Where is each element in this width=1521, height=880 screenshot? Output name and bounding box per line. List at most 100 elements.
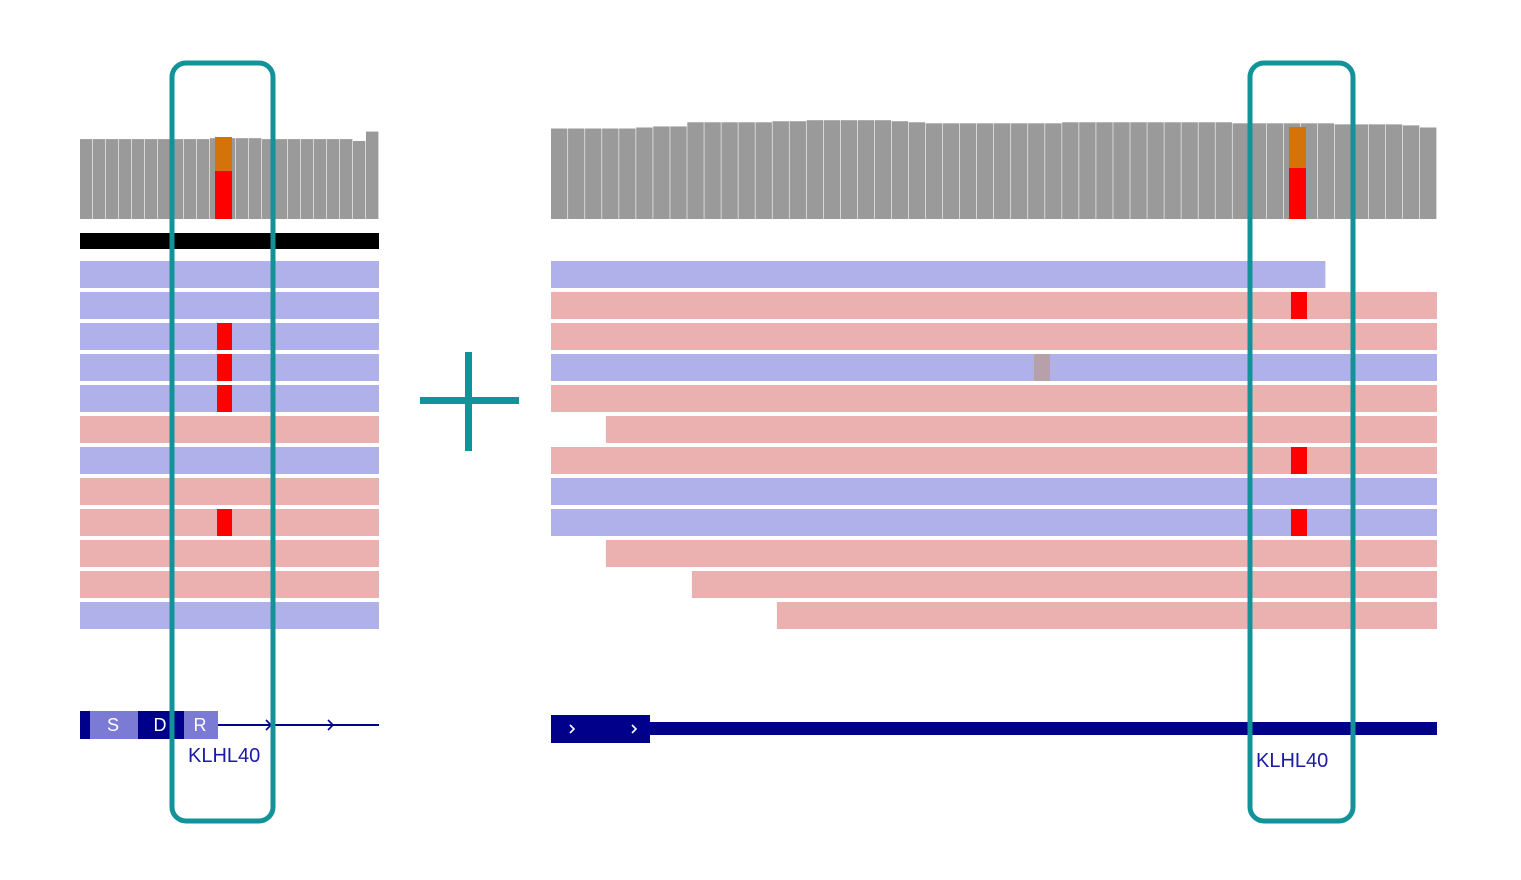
coverage-bar	[857, 120, 875, 219]
coverage-bar	[119, 139, 132, 219]
read	[80, 478, 379, 505]
coverage-bar	[132, 139, 145, 219]
read	[80, 571, 379, 598]
read	[551, 478, 1437, 505]
plus-icon	[420, 352, 519, 451]
left-gene-track: S D R KLHL40	[80, 711, 379, 767]
coverage-bar	[806, 120, 824, 219]
coverage-bar	[942, 123, 960, 219]
coverage-bar	[197, 139, 210, 219]
read	[80, 447, 379, 474]
coverage-bar	[653, 126, 670, 219]
read-mismatch	[1291, 447, 1307, 474]
right-coverage-variant	[1289, 127, 1306, 219]
coverage-bar	[721, 122, 738, 219]
coverage-bar	[1181, 122, 1198, 219]
coverage-bar	[1249, 123, 1267, 219]
coverage-bar	[314, 139, 327, 219]
exon-label: D	[154, 715, 167, 735]
read	[551, 447, 1437, 474]
coverage-bar	[1351, 124, 1369, 219]
coverage-bar	[551, 128, 568, 219]
coverage-bar	[1028, 123, 1045, 219]
coverage-bar	[1317, 123, 1335, 219]
coverage-bar	[1113, 122, 1130, 219]
coverage-bar	[1198, 122, 1215, 219]
right-highlight-box	[1247, 60, 1356, 824]
coverage-bar	[959, 123, 977, 219]
coverage-bar	[687, 122, 704, 219]
left-coverage-variant	[215, 137, 232, 219]
coverage-bar	[619, 128, 636, 219]
coverage-alt-allele	[215, 137, 232, 171]
coverage-bar	[1215, 122, 1232, 219]
coverage-bar	[874, 120, 892, 219]
read	[80, 602, 379, 629]
read-mismatch	[217, 509, 232, 536]
read	[80, 292, 379, 319]
strand-arrow	[569, 724, 576, 734]
read	[80, 540, 379, 567]
coverage-bar	[1062, 122, 1079, 219]
coverage-bar	[636, 127, 653, 219]
read	[80, 261, 379, 288]
coverage-bar	[145, 139, 158, 219]
coverage-bar	[184, 139, 197, 219]
plus-icon-vertical	[465, 352, 472, 451]
coverage-bar	[1147, 122, 1164, 219]
coverage-bar	[1266, 123, 1284, 219]
read-mismatch	[1291, 292, 1307, 319]
coverage-bar	[738, 122, 755, 219]
coverage-bar	[301, 139, 314, 219]
coverage-bar	[908, 122, 926, 219]
coverage-bar	[891, 121, 909, 219]
coverage-bar	[670, 126, 687, 219]
coverage-bar	[1232, 123, 1249, 219]
right-read-track	[551, 261, 1437, 629]
coverage-bar	[327, 139, 340, 219]
coverage-bar	[1045, 123, 1062, 219]
read-mismatch	[217, 354, 232, 381]
left-gene-label: KLHL40	[188, 745, 260, 767]
coverage-bar	[994, 123, 1011, 219]
read	[551, 354, 1437, 381]
coverage-bar	[249, 138, 262, 219]
exon-label: R	[194, 715, 207, 735]
exon-block	[184, 711, 218, 739]
read	[80, 416, 379, 443]
right-gene-body	[551, 722, 1437, 735]
right-alignment-panel: KLHL40	[551, 60, 1437, 824]
coverage-bar	[1079, 122, 1096, 219]
coverage-bar	[1419, 127, 1437, 219]
coverage-bar	[1385, 124, 1403, 219]
right-gene-track: KLHL40	[551, 715, 1437, 772]
coverage-bar	[353, 140, 366, 219]
right-gene-label: KLHL40	[1256, 750, 1328, 772]
coverage-bar	[366, 131, 379, 219]
exon-block	[90, 711, 138, 739]
coverage-bar	[1130, 122, 1147, 219]
coverage-alt-allele	[1289, 127, 1306, 168]
read	[551, 385, 1437, 412]
coverage-bar	[772, 121, 789, 219]
coverage-bar	[1334, 124, 1352, 219]
coverage-bar	[585, 128, 602, 219]
coverage-bar	[704, 122, 721, 219]
read-mismatch	[217, 385, 232, 412]
exon-block	[80, 711, 90, 739]
read	[605, 540, 1437, 567]
read	[776, 602, 1437, 629]
left-alignment-panel: S D R KLHL40	[80, 60, 379, 824]
left-read-track	[80, 261, 379, 629]
coverage-bar	[275, 139, 288, 219]
left-highlight-box	[169, 60, 276, 824]
coverage-bar	[1011, 123, 1028, 219]
read	[551, 292, 1437, 319]
coverage-bar	[1164, 122, 1181, 219]
strand-arrow	[631, 724, 638, 734]
coverage-bar	[106, 139, 119, 219]
strand-arrow	[327, 719, 335, 731]
read-mismatch	[1291, 509, 1307, 536]
coverage-bar	[976, 123, 994, 219]
